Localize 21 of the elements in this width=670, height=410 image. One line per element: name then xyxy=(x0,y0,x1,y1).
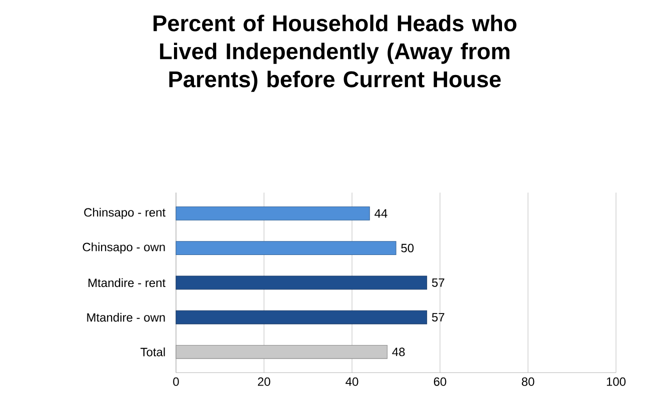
y-tick-label: Total xyxy=(140,347,165,356)
y-tick-label: Chinsapo - own xyxy=(82,242,165,254)
y-tick-label: Mtandire - rent xyxy=(88,278,166,288)
bar xyxy=(176,241,396,255)
y-tick-label: Chinsapo - rent xyxy=(84,208,166,220)
x-tick-label: 0 xyxy=(173,377,179,386)
x-tick-label: 40 xyxy=(346,377,358,386)
bar xyxy=(176,276,428,290)
x-tick-label: 80 xyxy=(522,377,534,386)
x-tick-label: 20 xyxy=(258,377,270,386)
x-tick-label: 100 xyxy=(606,377,626,386)
data-label: 57 xyxy=(432,278,444,287)
data-label: 48 xyxy=(392,348,405,356)
data-label: 44 xyxy=(374,209,388,218)
bar xyxy=(176,310,428,324)
data-label: 50 xyxy=(401,244,414,252)
chart-title: Percent of Household Heads who Lived Independently (Away from Parents) before Current House xyxy=(154,14,516,92)
x-tick-label: 60 xyxy=(434,377,446,386)
bar xyxy=(176,206,370,220)
y-tick-label: Mtandire - own xyxy=(87,312,165,322)
data-label: 57 xyxy=(432,313,444,322)
